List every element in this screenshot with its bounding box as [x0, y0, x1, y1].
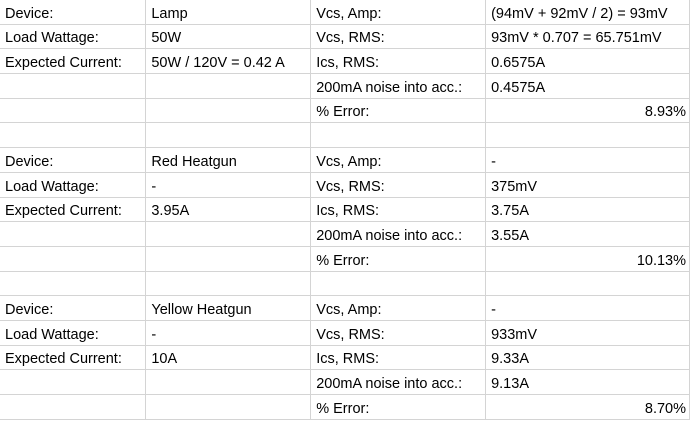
cell-empty[interactable] — [310, 271, 487, 297]
cell-value[interactable]: - — [145, 172, 312, 198]
table-row: Load Wattage: - Vcs, RMS: 933mV — [0, 320, 690, 346]
table-row: 200mA noise into acc.: 9.13A — [0, 369, 690, 395]
table-row: Expected Current: 50W / 120V = 0.42 A Ic… — [0, 48, 690, 75]
cell-measure-label[interactable]: Vcs, Amp: — [310, 147, 487, 173]
cell-measure-value[interactable]: (94mV + 92mV / 2) = 93mV — [485, 0, 690, 25]
cell-label[interactable]: Expected Current: — [0, 345, 147, 371]
cell-label[interactable]: Expected Current: — [0, 48, 147, 75]
cell-label[interactable]: Expected Current: — [0, 197, 147, 223]
table-row: % Error: 8.93% — [0, 98, 690, 124]
cell-empty[interactable] — [145, 271, 312, 297]
cell-label[interactable]: Device: — [0, 147, 147, 173]
cell-measure-label[interactable]: Ics, RMS: — [310, 345, 487, 371]
cell-measure-label[interactable]: Vcs, RMS: — [310, 320, 487, 346]
cell-value[interactable]: - — [145, 320, 312, 346]
cell-measure-label[interactable]: Vcs, RMS: — [310, 24, 487, 50]
cell-label[interactable]: Load Wattage: — [0, 320, 147, 346]
cell-measure-label[interactable]: % Error: — [310, 394, 487, 420]
cell-value[interactable] — [145, 369, 312, 395]
cell-label[interactable] — [0, 394, 147, 420]
cell-error-percent[interactable]: 8.93% — [485, 98, 690, 124]
cell-value[interactable]: 3.95A — [145, 197, 312, 223]
cell-value[interactable] — [145, 221, 312, 247]
cell-measure-value[interactable]: 93mV * 0.707 = 65.751mV — [485, 24, 690, 50]
table-row: 200mA noise into acc.: 0.4575A — [0, 73, 690, 99]
cell-measure-label[interactable]: Vcs, Amp: — [310, 295, 487, 321]
cell-measure-value[interactable]: 0.6575A — [485, 48, 690, 75]
cell-error-percent[interactable]: 8.70% — [485, 394, 690, 420]
cell-empty[interactable] — [0, 122, 147, 149]
cell-empty[interactable] — [485, 122, 690, 149]
table-row: Device: Red Heatgun Vcs, Amp: - — [0, 147, 690, 173]
table-row: Device: Yellow Heatgun Vcs, Amp: - — [0, 295, 690, 321]
cell-measure-label[interactable]: % Error: — [310, 246, 487, 272]
spacer-row — [0, 122, 690, 149]
cell-measure-label[interactable]: 200mA noise into acc.: — [310, 73, 487, 99]
table-row: 200mA noise into acc.: 3.55A — [0, 221, 690, 247]
cell-label[interactable] — [0, 73, 147, 99]
cell-value[interactable]: Lamp — [145, 0, 312, 25]
cell-measure-value[interactable]: - — [485, 147, 690, 173]
table-row: Load Wattage: 50W Vcs, RMS: 93mV * 0.707… — [0, 24, 690, 50]
cell-empty[interactable] — [0, 271, 147, 297]
spacer-row — [0, 271, 690, 297]
cell-value[interactable]: 50W / 120V = 0.42 A — [145, 48, 312, 75]
cell-value[interactable]: 50W — [145, 24, 312, 50]
cell-measure-value[interactable]: 9.13A — [485, 369, 690, 395]
cell-measure-value[interactable]: 3.55A — [485, 221, 690, 247]
cell-measure-label[interactable]: Vcs, RMS: — [310, 172, 487, 198]
cell-label[interactable]: Device: — [0, 295, 147, 321]
cell-measure-value[interactable]: 933mV — [485, 320, 690, 346]
table-row: Device: Lamp Vcs, Amp: (94mV + 92mV / 2)… — [0, 0, 690, 25]
table-row: % Error: 10.13% — [0, 246, 690, 272]
cell-value[interactable]: Yellow Heatgun — [145, 295, 312, 321]
cell-value[interactable]: Red Heatgun — [145, 147, 312, 173]
cell-label[interactable] — [0, 246, 147, 272]
cell-measure-value[interactable]: 375mV — [485, 172, 690, 198]
cell-value[interactable]: 10A — [145, 345, 312, 371]
cell-label[interactable]: Load Wattage: — [0, 172, 147, 198]
cell-value[interactable] — [145, 98, 312, 124]
cell-label[interactable] — [0, 221, 147, 247]
cell-measure-label[interactable]: Vcs, Amp: — [310, 0, 487, 25]
cell-empty[interactable] — [145, 122, 312, 149]
cell-empty[interactable] — [310, 122, 487, 149]
cell-measure-label[interactable]: 200mA noise into acc.: — [310, 221, 487, 247]
cell-measure-label[interactable]: 200mA noise into acc.: — [310, 369, 487, 395]
cell-measure-label[interactable]: % Error: — [310, 98, 487, 124]
table-row: Load Wattage: - Vcs, RMS: 375mV — [0, 172, 690, 198]
table-row: Expected Current: 10A Ics, RMS: 9.33A — [0, 345, 690, 371]
cell-measure-value[interactable]: 0.4575A — [485, 73, 690, 99]
cell-label[interactable] — [0, 369, 147, 395]
cell-error-percent[interactable]: 10.13% — [485, 246, 690, 272]
cell-empty[interactable] — [485, 271, 690, 297]
cell-value[interactable] — [145, 246, 312, 272]
table-row: Expected Current: 3.95A Ics, RMS: 3.75A — [0, 197, 690, 223]
cell-measure-label[interactable]: Ics, RMS: — [310, 197, 487, 223]
table-row: % Error: 8.70% — [0, 394, 690, 420]
cell-value[interactable] — [145, 73, 312, 99]
cell-measure-label[interactable]: Ics, RMS: — [310, 48, 487, 75]
cell-value[interactable] — [145, 394, 312, 420]
cell-label[interactable]: Load Wattage: — [0, 24, 147, 50]
cell-label[interactable] — [0, 98, 147, 124]
cell-measure-value[interactable]: - — [485, 295, 690, 321]
cell-measure-value[interactable]: 9.33A — [485, 345, 690, 371]
cell-label[interactable]: Device: — [0, 0, 147, 25]
cell-measure-value[interactable]: 3.75A — [485, 197, 690, 223]
